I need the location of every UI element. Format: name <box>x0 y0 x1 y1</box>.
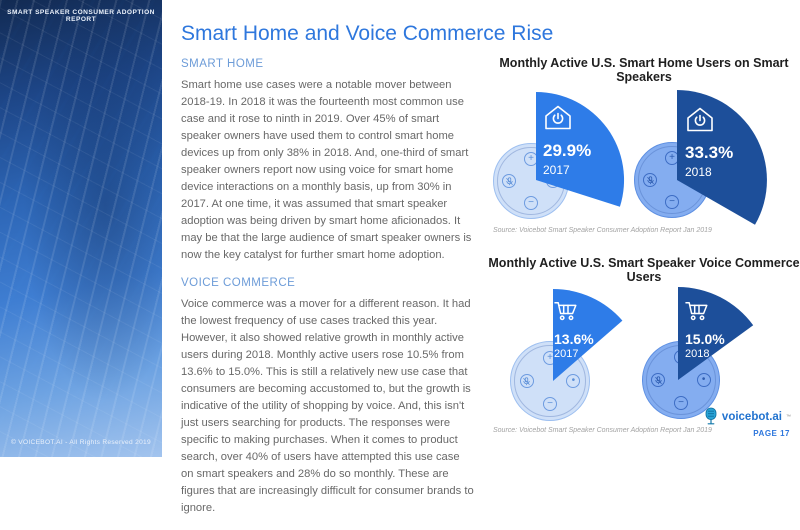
volume-up-icon: + <box>524 152 538 167</box>
chart1-source: Source: Voicebot Smart Speaker Consumer … <box>493 227 712 234</box>
sidebar-cover-image: SMART SPEAKER CONSUMER ADOPTION REPORT ©… <box>0 0 162 457</box>
shopping-cart-icon <box>685 302 708 321</box>
percentage-value: 33.3% <box>685 143 734 162</box>
volume-down-icon: − <box>543 397 557 412</box>
mic-off-icon <box>519 374 534 388</box>
smart-home-heading: SMART HOME <box>181 58 264 70</box>
voice-commerce-body: Voice commerce was a mover for a differe… <box>181 298 474 515</box>
slice-label-2018: 15.0% 2018 <box>685 301 725 360</box>
page-number: PAGE 17 <box>753 429 790 438</box>
year-label: 2017 <box>543 163 570 177</box>
year-label: 2017 <box>554 348 579 360</box>
chart2-title: Monthly Active U.S. Smart Speaker Voice … <box>488 256 800 284</box>
volume-up-icon: + <box>665 151 679 166</box>
action-button-icon: • <box>696 373 711 387</box>
trademark-symbol: ™ <box>786 413 791 420</box>
volume-down-icon: − <box>524 195 538 210</box>
smart-home-power-icon <box>545 105 571 130</box>
mic-off-glyph <box>655 375 662 384</box>
mic-off-glyph <box>646 175 654 184</box>
section-smart-home: SMART HOME Smart home use cases were a n… <box>181 58 475 264</box>
slice-label-2018: 33.3% 2018 <box>685 106 733 179</box>
voice-commerce-heading: VOICE COMMERCE <box>181 277 296 290</box>
percentage-value: 15.0% <box>685 331 725 347</box>
chart-smart-home-users: Monthly Active U.S. Smart Home Users on … <box>488 56 800 234</box>
brand-name: voicebot.ai <box>721 410 782 423</box>
mic-off-glyph <box>523 376 530 385</box>
section-voice-commerce: VOICE COMMERCE Voice commerce was a move… <box>181 277 475 517</box>
percentage-value: 29.9% <box>543 141 592 160</box>
year-label: 2018 <box>685 348 710 360</box>
slice-label-2017: 13.6% 2017 <box>554 301 594 360</box>
voicebot-logo: voicebot.ai ™ <box>704 407 791 426</box>
chart1-title: Monthly Active U.S. Smart Home Users on … <box>499 56 789 84</box>
mic-off-icon <box>643 173 658 187</box>
mic-off-icon <box>651 373 666 387</box>
chart2-source: Source: Voicebot Smart Speaker Consumer … <box>493 427 712 434</box>
report-name-label: SMART SPEAKER CONSUMER ADOPTION REPORT <box>7 9 155 23</box>
year-label: 2018 <box>685 165 712 179</box>
microphone-logo-icon <box>705 407 717 425</box>
volume-down-icon: − <box>665 194 679 209</box>
percentage-value: 13.6% <box>554 331 594 347</box>
copyright-label: © VOICEBOT.AI - All Rights Reserved 2019 <box>11 439 151 446</box>
shopping-cart-icon <box>554 302 577 321</box>
smart-home-power-icon <box>687 107 713 132</box>
mic-off-icon <box>502 174 517 188</box>
slice-label-2017: 29.9% 2017 <box>543 104 591 177</box>
text-column: SMART HOME Smart home use cases were a n… <box>181 58 475 530</box>
action-button-icon: • <box>566 374 581 388</box>
page-title: Smart Home and Voice Commerce Rise <box>181 22 554 45</box>
volume-down-icon: − <box>674 395 688 410</box>
sidebar-texture <box>0 0 162 457</box>
smart-home-body: Smart home use cases were a notable move… <box>181 79 472 262</box>
chart1-canvas: + • − + • − <box>488 84 800 234</box>
mic-off-glyph <box>505 176 513 185</box>
